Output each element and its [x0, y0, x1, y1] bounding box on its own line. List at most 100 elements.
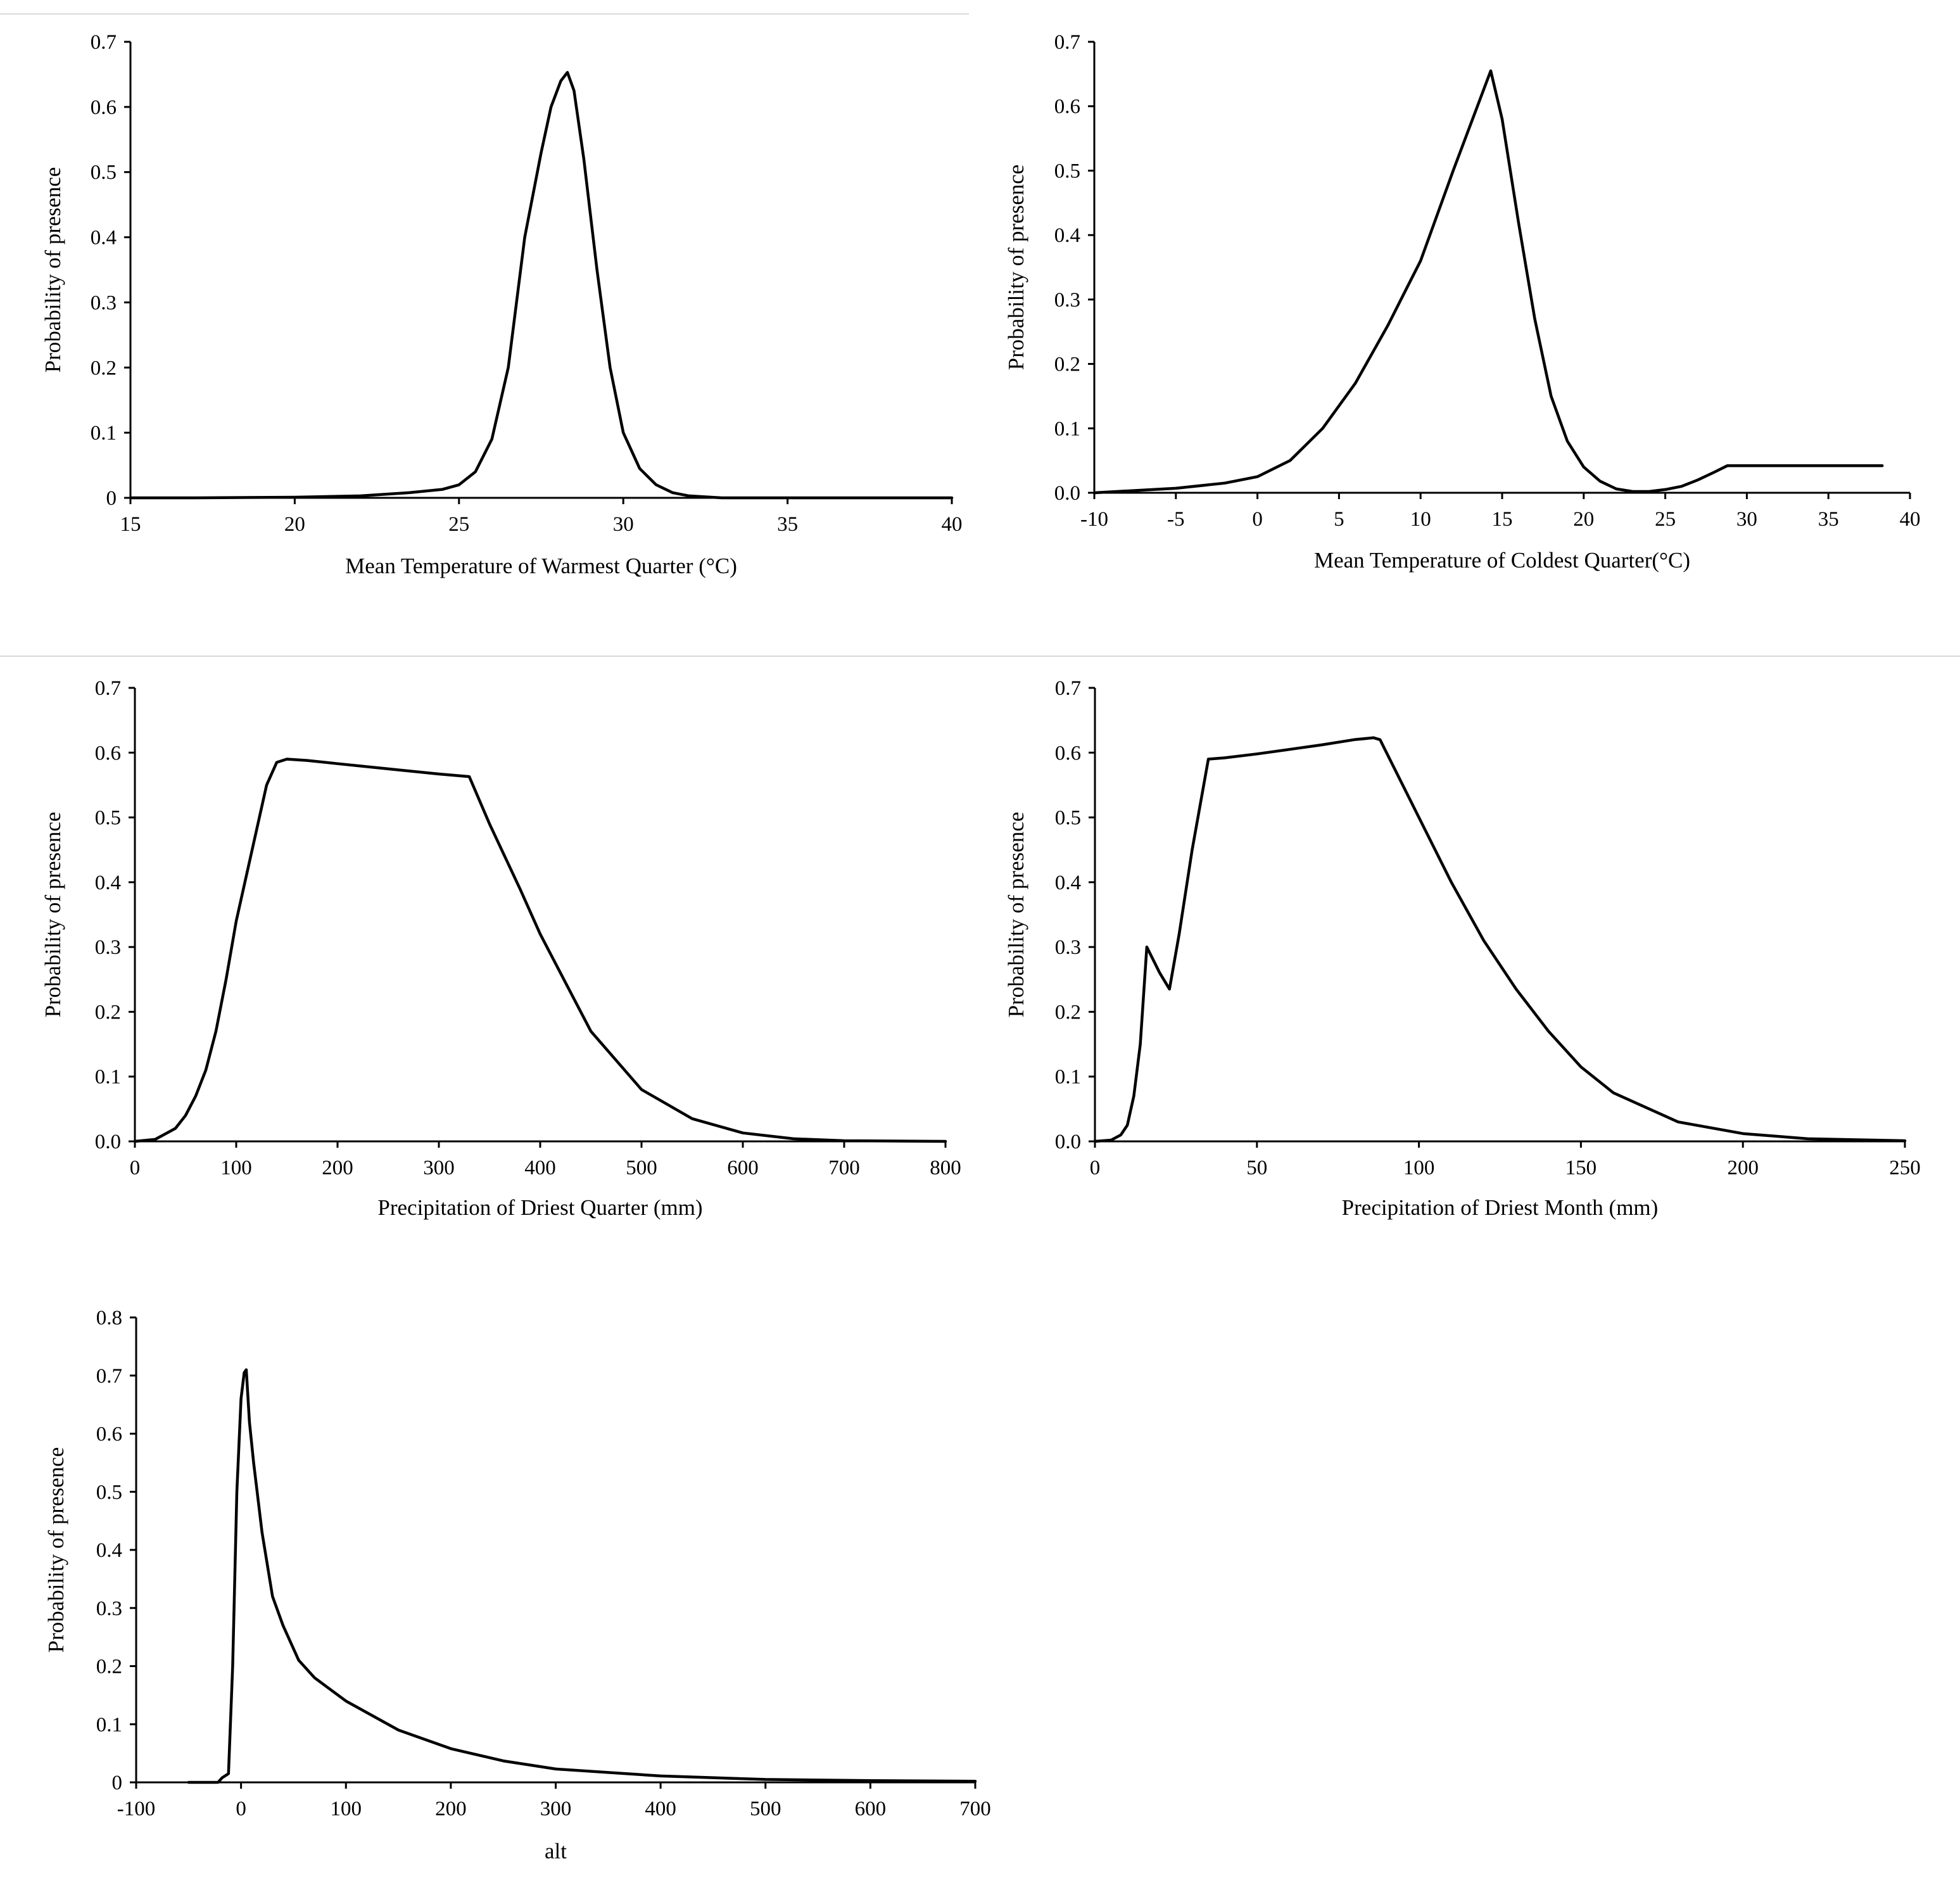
y-tick-label: 0.0	[1054, 482, 1080, 505]
x-tick-label: 30	[1736, 508, 1757, 531]
y-axis-title: Probability of presence	[1004, 165, 1028, 371]
y-tick-label: 0.2	[96, 1656, 122, 1678]
y-tick-label: 0.3	[96, 1597, 122, 1620]
y-tick-label: 0.2	[1055, 1001, 1081, 1024]
y-tick-label: 0.3	[91, 291, 117, 314]
y-tick-label: 0.6	[96, 1423, 122, 1446]
response-curve-line	[129, 71, 954, 500]
y-tick-label: 0.4	[1055, 872, 1081, 894]
x-tick-label: 0	[130, 1157, 141, 1179]
x-tick-label: 600	[727, 1157, 759, 1179]
chart-panel-1: 0 0.1 0.2 0.3 0.4 0.5 0.6 0.7 15 20 25 30 35 40 Mean T…	[41, 31, 963, 578]
chart-panel-5: 0 0.1 0.2 0.3 0.4 0.5 0.6 0.7 0.8 -100 0 100 200 300 4…	[44, 1307, 991, 1863]
y-tick-label: 0.4	[95, 872, 121, 894]
response-curve-line	[187, 1368, 977, 1784]
x-tick-label: -10	[1080, 508, 1108, 531]
x-tick-label: 40	[1900, 508, 1921, 531]
x-tick-label: 200	[322, 1157, 353, 1179]
y-tick-label: 0.4	[1054, 224, 1080, 247]
panels: 0 0.1 0.2 0.3 0.4 0.5 0.6 0.7 15 20 25 30 35 40 Mean T…	[41, 31, 1921, 1863]
response-curve-line	[1092, 69, 1884, 495]
y-tick-label: 0.7	[1054, 31, 1080, 54]
y-tick-label: 0.4	[96, 1539, 122, 1562]
x-tick-label: 50	[1246, 1157, 1267, 1179]
y-tick-label: 0.6	[1054, 96, 1080, 118]
x-tick-label: 600	[855, 1798, 887, 1820]
x-axis-title: Precipitation of Driest Quarter (mm)	[377, 1195, 702, 1220]
x-tick-label: 20	[284, 513, 305, 536]
y-tick-label: 0.7	[96, 1365, 122, 1388]
x-tick-label: 0	[236, 1798, 246, 1820]
response-curve-line	[133, 758, 947, 1143]
y-axis-title: Probability of presence	[41, 167, 65, 373]
y-tick-label: 0.2	[95, 1001, 121, 1024]
x-tick-label: 10	[1410, 508, 1431, 531]
y-tick-label: 0.0	[95, 1131, 121, 1153]
y-tick-label: 0.6	[91, 96, 117, 119]
x-axis-title: Precipitation of Driest Month (mm)	[1342, 1195, 1659, 1220]
x-tick-label: 35	[777, 513, 798, 536]
y-tick-label: 0.2	[1054, 353, 1080, 376]
x-tick-label: 20	[1573, 508, 1594, 531]
y-tick-label: 0.1	[96, 1713, 122, 1736]
x-tick-label: 25	[1655, 508, 1676, 531]
x-tick-label: 15	[120, 513, 141, 536]
y-tick-label: 0.3	[1054, 289, 1080, 312]
y-tick-label: 0	[112, 1772, 123, 1794]
y-tick-label: 0.7	[95, 677, 121, 700]
y-tick-label: 0.3	[1055, 936, 1081, 959]
x-tick-label: 15	[1492, 508, 1513, 531]
x-tick-label: 30	[613, 513, 634, 536]
y-tick-label: 0.0	[1055, 1131, 1081, 1153]
y-tick-label: 0.5	[95, 807, 121, 830]
x-tick-label: 5	[1334, 508, 1344, 531]
x-tick-label: 400	[524, 1157, 556, 1179]
y-axis-title: Probability of presence	[41, 812, 65, 1018]
response-curve-line	[1093, 736, 1907, 1143]
x-axis-title: Mean Temperature of Warmest Quarter (°C)	[345, 554, 737, 578]
panel-separators	[0, 13, 1960, 657]
x-tick-label: 100	[331, 1798, 362, 1820]
x-tick-label: 100	[220, 1157, 252, 1179]
x-tick-label: -5	[1167, 508, 1185, 531]
x-axis-title: Mean Temperature of Coldest Quarter(°C)	[1314, 548, 1690, 573]
y-tick-label: 0.1	[1054, 417, 1080, 440]
x-tick-label: 100	[1403, 1157, 1435, 1179]
x-tick-label: 35	[1818, 508, 1839, 531]
x-tick-label: 200	[1727, 1157, 1759, 1179]
x-tick-label: 300	[423, 1157, 455, 1179]
x-tick-label: 40	[942, 513, 963, 536]
x-tick-label: 300	[540, 1798, 572, 1820]
x-tick-label: 500	[750, 1798, 781, 1820]
y-axis-title: Probability of presence	[1004, 812, 1028, 1018]
x-tick-label: -100	[117, 1798, 156, 1820]
y-tick-label: 0.2	[91, 357, 117, 379]
x-tick-label: 700	[828, 1157, 860, 1179]
chart-panel-4: 0.0 0.1 0.2 0.3 0.4 0.5 0.6 0.7 0 50 100 150 200 250 P…	[1004, 677, 1921, 1220]
chart-panel-3: 0.0 0.1 0.2 0.3 0.4 0.5 0.6 0.7 0 100 200 300 400 500…	[41, 677, 961, 1220]
x-tick-label: 200	[435, 1798, 467, 1820]
x-tick-label: 800	[930, 1157, 961, 1179]
y-axis-title: Probability of presence	[44, 1447, 68, 1653]
y-tick-label: 0.5	[91, 162, 117, 184]
x-tick-label: 500	[626, 1157, 657, 1179]
x-tick-label: 400	[645, 1798, 676, 1820]
y-tick-label: 0.1	[95, 1066, 121, 1089]
x-tick-label: 700	[959, 1798, 991, 1820]
y-tick-label: 0.7	[91, 31, 117, 54]
y-tick-label: 0.5	[1055, 807, 1081, 830]
chart-panel-2: 0.0 0.1 0.2 0.3 0.4 0.5 0.6 0.7 -10 -5 0 5 10 15 20 25 3…	[1004, 31, 1921, 573]
y-tick-label: 0.8	[96, 1307, 122, 1329]
y-tick-label: 0.7	[1055, 677, 1081, 700]
y-tick-label: 0	[106, 487, 117, 510]
x-tick-label: 0	[1090, 1157, 1101, 1179]
y-tick-label: 0.1	[1055, 1066, 1081, 1089]
x-tick-label: 25	[448, 513, 469, 536]
y-tick-label: 0.6	[1055, 742, 1081, 765]
y-tick-label: 0.5	[1054, 160, 1080, 182]
y-tick-label: 0.1	[91, 422, 117, 445]
x-axis-title: alt	[545, 1839, 567, 1863]
y-tick-label: 0.5	[96, 1481, 122, 1504]
